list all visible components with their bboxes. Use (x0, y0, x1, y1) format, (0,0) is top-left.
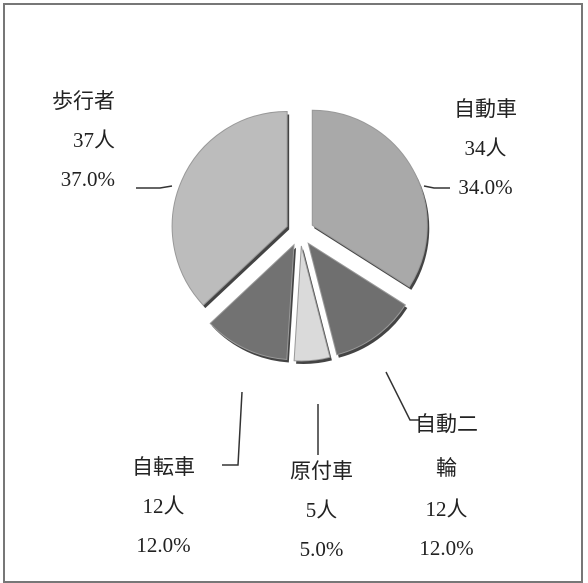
percent-label: 34.0% (458, 175, 513, 199)
leader-line (385, 371, 420, 421)
category-label: 自動車 (454, 97, 517, 121)
pie-slice (307, 242, 407, 356)
percent-label: 5.0% (299, 537, 344, 561)
percent-label: 12.0% (136, 533, 191, 557)
percent-label: 37.0% (60, 167, 115, 191)
slice-label: 歩行者 37人 37.0% (52, 82, 115, 199)
leader-line (136, 185, 173, 189)
value-label: 34人 (464, 136, 507, 160)
slice-label: 自動車 34人 34.0% (454, 90, 517, 207)
leader-line (423, 185, 450, 189)
category-label: 歩行者 (52, 89, 115, 113)
slice-label: 自動二輪 12人 12.0% (414, 402, 479, 568)
pie-slice (171, 110, 288, 306)
value-label: 37人 (73, 128, 115, 152)
category-label: 原付車 (290, 459, 353, 483)
leader-line (222, 391, 243, 466)
value-label: 5人 (305, 498, 338, 522)
value-label: 12人 (142, 494, 185, 518)
category-label: 自動二輪 (415, 412, 479, 480)
slice-label: 自転車 12人 12.0% (132, 448, 195, 565)
category-label: 自転車 (132, 455, 195, 479)
slice-label: 原付車 5人 5.0% (290, 452, 353, 569)
pie-slice (311, 109, 428, 288)
pie-slice (293, 245, 331, 362)
value-label: 12人 (425, 497, 468, 521)
pie-slice (209, 243, 295, 360)
percent-label: 12.0% (419, 536, 474, 560)
